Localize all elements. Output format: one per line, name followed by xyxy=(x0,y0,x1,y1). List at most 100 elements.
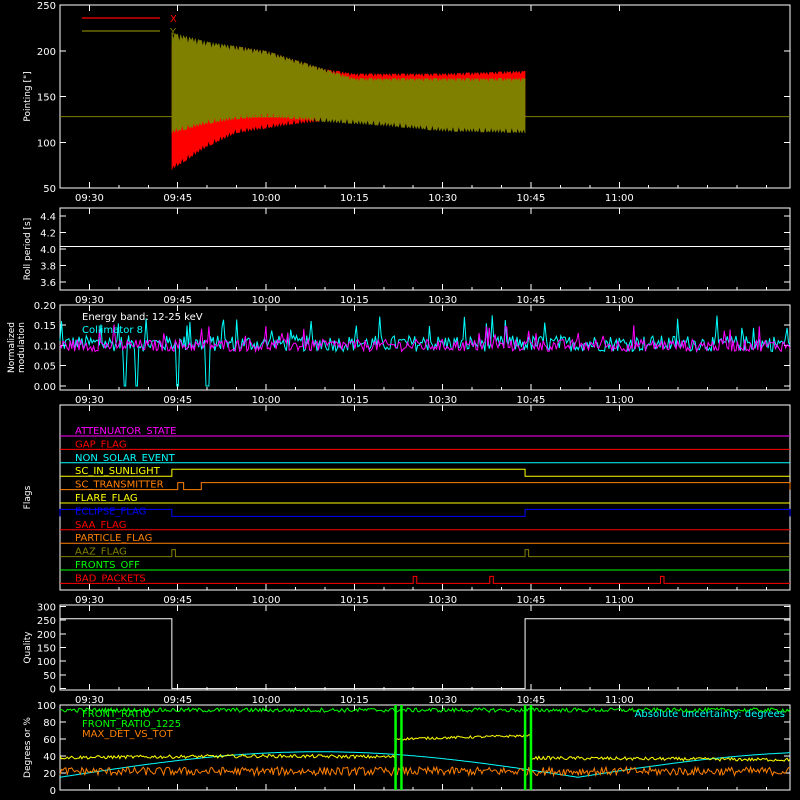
flag-label-fronts_off: FRONTS_OFF xyxy=(75,560,140,571)
ratios-ytick-label: 80 xyxy=(43,718,56,729)
flag-label-attenuator_state: ATTENUATOR_STATE xyxy=(75,426,176,437)
pointing-xtick-label: 09:30 xyxy=(75,193,104,204)
quality-xtick-label: 10:30 xyxy=(428,695,457,706)
quality-xtick-label: 10:15 xyxy=(340,695,369,706)
pointing-xtick-label: 10:00 xyxy=(252,193,281,204)
flag-label-eclipse_flag: ECLIPSE_FLAG xyxy=(75,506,146,517)
flag-line-bad_packets xyxy=(60,575,790,584)
pointing-xtick-label: 10:30 xyxy=(428,193,457,204)
flag-line-aaz_flag xyxy=(60,549,790,558)
modulation-ylabel: Normalized xyxy=(7,322,17,373)
pointing-ytick-label: 50 xyxy=(43,184,56,195)
pointing-ylabel: Pointing ["] xyxy=(23,71,33,121)
modulation-xtick-label: 10:45 xyxy=(517,395,546,406)
modulation-ytick-label: 0.00 xyxy=(34,382,56,393)
modulation-xtick-label: 10:15 xyxy=(340,395,369,406)
roll-frame xyxy=(59,207,791,291)
quality-frame xyxy=(59,604,791,691)
flags-xtick-label: 09:30 xyxy=(75,595,104,606)
flag-line-sc_transmitter xyxy=(60,482,791,491)
modulation-ylabel: modulation xyxy=(17,322,27,373)
modulation-xtick-label: 09:30 xyxy=(75,395,104,406)
flags-xtick-label: 10:15 xyxy=(340,595,369,606)
roll-xtick-label: 11:00 xyxy=(605,295,634,306)
flag-label-saa_flag: SAA_FLAG xyxy=(75,520,126,531)
quality-xtick-label: 09:45 xyxy=(163,695,192,706)
roll-xtick-label: 10:15 xyxy=(340,295,369,306)
ratios-legend-front_ratio: FRONT_RATIO xyxy=(82,709,151,720)
roll-ytick-label: 4.0 xyxy=(40,245,56,256)
modulation-ytick-label: 0.10 xyxy=(34,341,56,352)
quality-xtick-label: 10:45 xyxy=(517,695,546,706)
roll-ytick-label: 4.2 xyxy=(40,229,56,240)
ratios-ylabel: Degrees or % xyxy=(23,717,33,778)
pointing-xtick-label: 10:15 xyxy=(340,193,369,204)
modulation-xtick-label: 10:30 xyxy=(428,395,457,406)
pointing-ytick-label: 100 xyxy=(37,138,56,149)
legend-label-X: X xyxy=(170,14,177,25)
ratios-ytick-label: 0 xyxy=(50,786,56,797)
ratios-series-cyan xyxy=(59,751,790,778)
quality-xtick-label: 11:00 xyxy=(605,695,634,706)
flag-label-flare_flag: FLARE_FLAG xyxy=(75,493,138,504)
roll-ytick-label: 3.8 xyxy=(40,261,56,272)
modulation-xtick-label: 11:00 xyxy=(605,395,634,406)
legend-label-Y: Y xyxy=(169,27,177,38)
flags-xtick-label: 09:45 xyxy=(163,595,192,606)
ratios-legend-max_det_vs_tot: MAX_DET_VS_TOT xyxy=(82,729,174,740)
ratios-ytick-label: 60 xyxy=(43,735,56,746)
flags-xtick-label: 10:00 xyxy=(252,595,281,606)
ratios-ytick-label: 40 xyxy=(43,752,56,763)
roll-xtick-label: 09:30 xyxy=(75,295,104,306)
quality-series-line xyxy=(60,618,790,690)
modulation-annotation: Energy band: 12-25 keV xyxy=(82,312,203,323)
modulation-ytick-label: 0.20 xyxy=(34,301,56,312)
ratios-series-front-ratio xyxy=(59,706,791,714)
flag-line-eclipse_flag xyxy=(59,508,791,517)
flags-ylabel: Flags xyxy=(23,485,33,509)
pointing-xtick-label: 11:00 xyxy=(605,193,634,204)
flag-label-gap_flag: GAP_FLAG xyxy=(75,439,127,450)
ratios-ytick-label: 100 xyxy=(37,701,56,712)
quality-xtick-label: 10:00 xyxy=(252,695,281,706)
flags-xtick-label: 11:00 xyxy=(605,595,634,606)
roll-ylabel: Roll period [s] xyxy=(23,218,33,280)
quality-ytick-label: 50 xyxy=(43,671,56,682)
quality-ytick-label: 150 xyxy=(37,644,56,655)
modulation-series-magenta xyxy=(59,324,791,354)
pointing-xtick-label: 10:45 xyxy=(517,193,546,204)
quality-ylabel: Quality xyxy=(23,631,33,664)
flag-label-non_solar_event: NON_SOLAR_EVENT xyxy=(75,453,176,464)
quality-ytick-label: 100 xyxy=(37,657,56,668)
quality-ytick-label: 0 xyxy=(50,685,56,696)
ratios-annotation: Absolute uncertainty: degrees xyxy=(635,709,785,720)
quality-ytick-label: 250 xyxy=(37,616,56,627)
roll-xtick-label: 10:00 xyxy=(252,295,281,306)
flags-frame xyxy=(59,404,791,591)
modulation-xtick-label: 10:00 xyxy=(252,395,281,406)
pointing-ytick-label: 150 xyxy=(37,93,56,104)
modulation-ytick-label: 0.05 xyxy=(34,362,56,373)
flag-label-aaz_flag: AAZ_FLAG xyxy=(75,547,127,558)
quality-xtick-label: 09:30 xyxy=(75,695,104,706)
roll-xtick-label: 09:45 xyxy=(163,295,192,306)
roll-ytick-label: 3.6 xyxy=(40,278,56,289)
ratios-legend-front_ratio_1225: FRONT_RATIO_1225 xyxy=(82,719,181,730)
modulation-ytick-label: 0.15 xyxy=(34,321,56,332)
flag-label-sc_in_sunlight: SC_IN_SUNLIGHT xyxy=(75,466,161,477)
flag-label-particle_flag: PARTICLE_FLAG xyxy=(75,533,152,544)
roll-xtick-label: 10:30 xyxy=(428,295,457,306)
flag-label-sc_transmitter: SC_TRANSMITTER xyxy=(75,480,164,491)
roll-xtick-label: 10:45 xyxy=(517,295,546,306)
quality-ytick-label: 200 xyxy=(37,630,56,641)
flag-line-sc_in_sunlight xyxy=(60,468,790,477)
roll-ytick-label: 4.4 xyxy=(40,212,56,223)
flags-xtick-label: 10:30 xyxy=(428,595,457,606)
flags-xtick-label: 10:45 xyxy=(517,595,546,606)
flag-label-bad_packets: BAD_PACKETS xyxy=(75,573,146,584)
modulation-legend-label: Collimator 8 xyxy=(82,325,143,336)
quality-ytick-label: 300 xyxy=(37,602,56,613)
pointing-xtick-label: 09:45 xyxy=(163,193,192,204)
ratios-series-max-det xyxy=(59,765,791,778)
